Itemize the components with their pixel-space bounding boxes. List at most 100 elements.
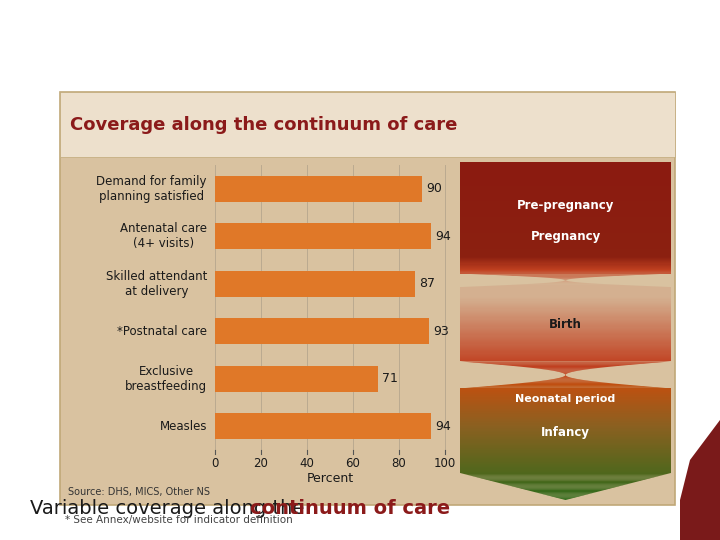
Polygon shape [460, 244, 671, 245]
Polygon shape [460, 433, 671, 434]
Polygon shape [460, 423, 671, 424]
Polygon shape [460, 472, 671, 473]
Polygon shape [460, 357, 671, 358]
Polygon shape [460, 179, 671, 180]
Text: Infancy: Infancy [541, 426, 590, 439]
Polygon shape [517, 488, 614, 489]
Polygon shape [460, 414, 671, 415]
Polygon shape [460, 258, 671, 259]
Polygon shape [460, 304, 671, 305]
Polygon shape [552, 497, 579, 498]
Polygon shape [460, 180, 671, 181]
Polygon shape [561, 499, 570, 500]
Polygon shape [460, 427, 671, 428]
Polygon shape [460, 256, 671, 258]
Polygon shape [460, 422, 671, 423]
Polygon shape [460, 328, 671, 329]
Polygon shape [460, 214, 671, 215]
Polygon shape [500, 483, 631, 484]
Polygon shape [460, 251, 671, 252]
Text: Variable coverage along the: Variable coverage along the [30, 499, 310, 518]
Polygon shape [460, 437, 671, 438]
Polygon shape [460, 296, 671, 297]
Polygon shape [460, 394, 671, 395]
Text: * See Annex/website for indicator definition: * See Annex/website for indicator defini… [65, 515, 293, 525]
Polygon shape [460, 471, 671, 472]
Polygon shape [460, 177, 671, 178]
Polygon shape [460, 207, 671, 208]
Polygon shape [513, 383, 618, 384]
Polygon shape [460, 408, 671, 409]
Polygon shape [460, 458, 671, 460]
Text: Pregnancy: Pregnancy [531, 230, 600, 243]
Bar [215, 223, 431, 249]
Polygon shape [460, 195, 671, 196]
Polygon shape [460, 401, 671, 402]
Polygon shape [460, 216, 671, 217]
Polygon shape [460, 393, 671, 394]
Polygon shape [460, 461, 671, 462]
Polygon shape [562, 376, 569, 377]
Polygon shape [460, 354, 671, 355]
Text: Measles: Measles [160, 420, 207, 433]
Bar [215, 271, 415, 297]
Polygon shape [460, 163, 671, 164]
Polygon shape [460, 261, 671, 262]
Polygon shape [460, 294, 671, 295]
Polygon shape [460, 287, 671, 288]
Polygon shape [460, 199, 671, 200]
Polygon shape [460, 443, 671, 444]
Polygon shape [460, 272, 671, 274]
Polygon shape [500, 384, 631, 385]
Polygon shape [460, 350, 671, 352]
Polygon shape [460, 171, 671, 172]
Polygon shape [487, 275, 644, 276]
Polygon shape [460, 466, 671, 467]
Polygon shape [460, 397, 671, 399]
Polygon shape [552, 278, 580, 279]
Polygon shape [460, 444, 671, 445]
Polygon shape [460, 298, 671, 300]
Polygon shape [544, 494, 588, 496]
Text: 40: 40 [300, 457, 315, 470]
Polygon shape [460, 358, 671, 359]
Polygon shape [460, 254, 671, 255]
Polygon shape [460, 410, 671, 411]
Polygon shape [460, 464, 671, 465]
Polygon shape [534, 277, 596, 278]
Polygon shape [460, 186, 671, 187]
Polygon shape [460, 295, 671, 296]
Polygon shape [460, 164, 671, 165]
Polygon shape [460, 418, 671, 419]
Polygon shape [460, 217, 671, 218]
Polygon shape [460, 264, 671, 265]
Polygon shape [460, 391, 671, 392]
Polygon shape [460, 446, 671, 447]
Polygon shape [460, 448, 671, 449]
Polygon shape [460, 462, 671, 463]
Text: *Postnatal care: *Postnatal care [117, 325, 207, 338]
Polygon shape [460, 333, 671, 334]
Polygon shape [460, 212, 671, 213]
Polygon shape [460, 417, 671, 418]
Polygon shape [460, 218, 671, 219]
Polygon shape [460, 189, 671, 190]
Polygon shape [460, 411, 671, 412]
Polygon shape [460, 198, 671, 199]
Polygon shape [460, 395, 671, 396]
Polygon shape [460, 419, 671, 420]
Bar [215, 366, 378, 392]
Polygon shape [460, 342, 671, 343]
Polygon shape [460, 326, 671, 327]
Polygon shape [460, 224, 671, 225]
Polygon shape [460, 435, 671, 436]
Polygon shape [460, 313, 671, 314]
Polygon shape [460, 445, 671, 446]
Polygon shape [548, 496, 583, 497]
Polygon shape [460, 467, 671, 469]
Polygon shape [460, 436, 671, 437]
Polygon shape [460, 306, 671, 307]
Polygon shape [460, 196, 671, 197]
Bar [215, 318, 429, 345]
Polygon shape [460, 332, 671, 333]
